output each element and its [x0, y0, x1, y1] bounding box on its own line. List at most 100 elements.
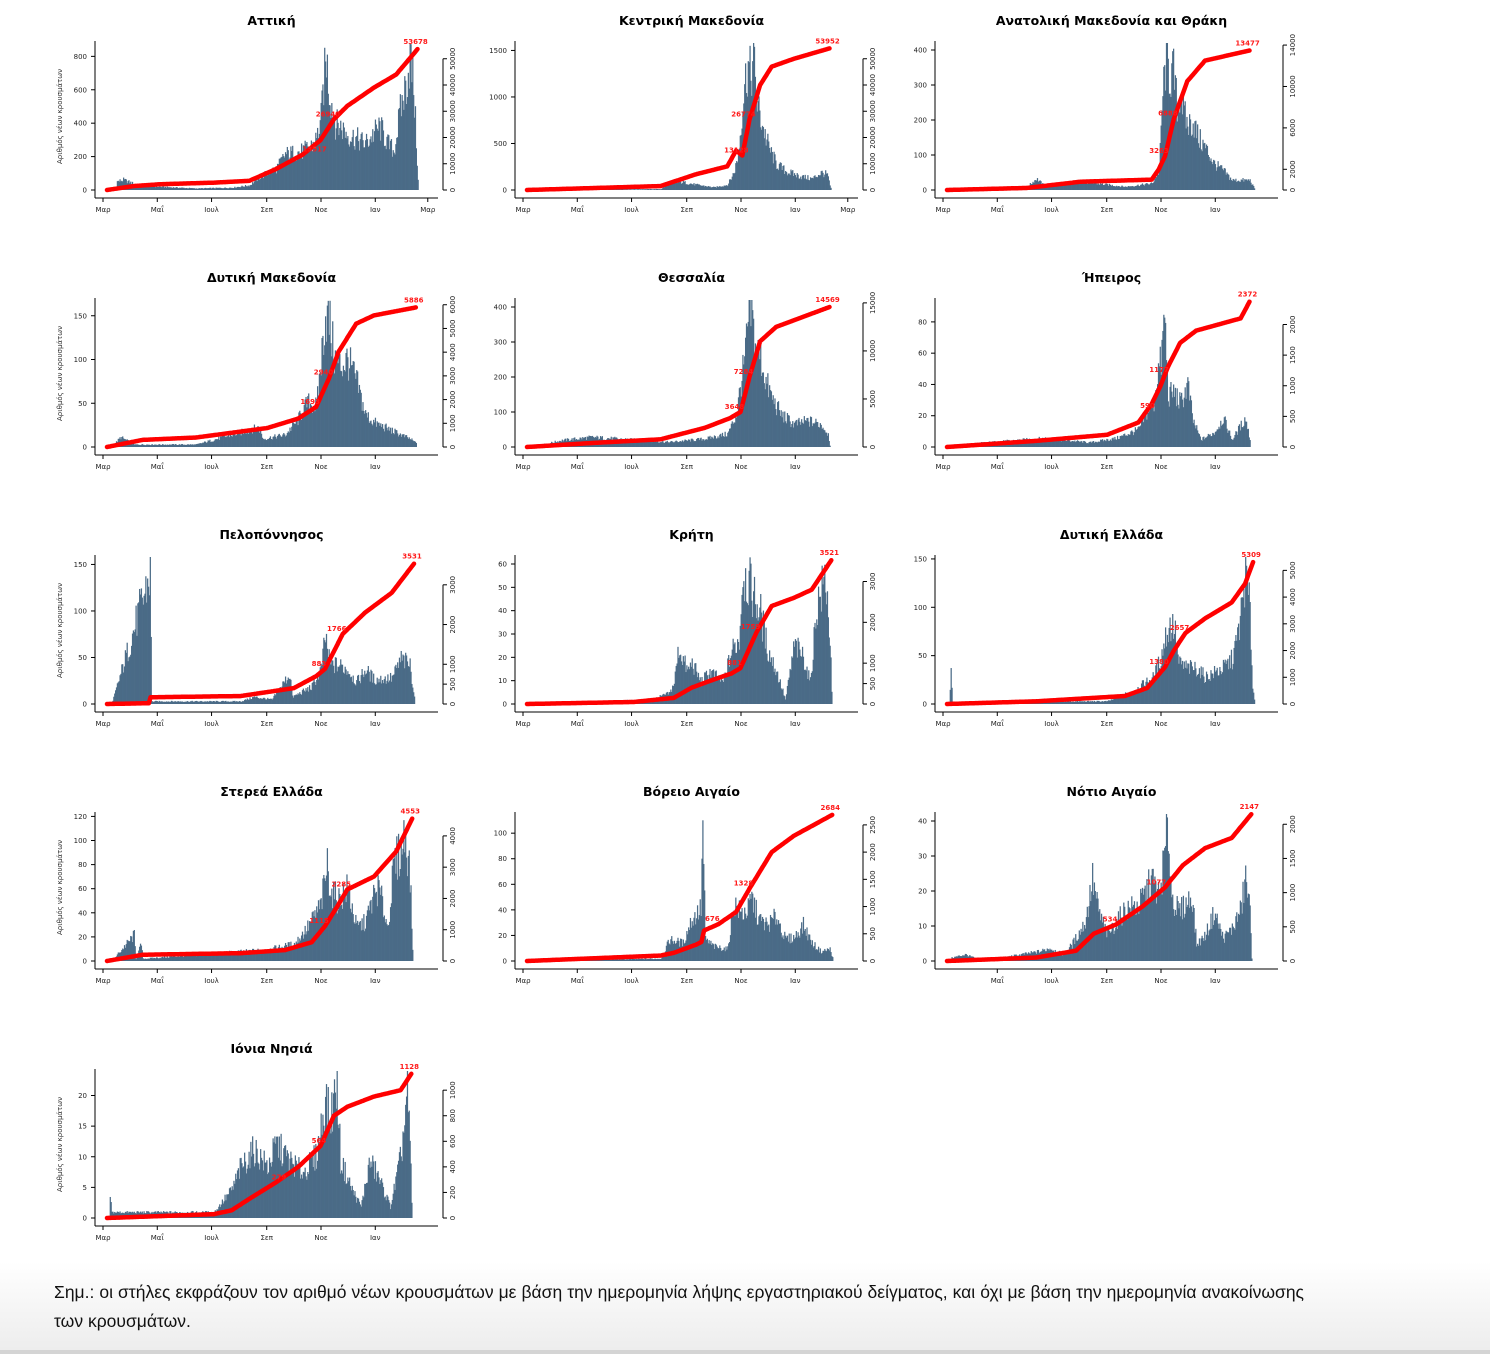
left-tick-label: 100: [494, 409, 507, 417]
bar: [147, 185, 149, 190]
bar: [810, 178, 813, 190]
bar: [597, 959, 599, 961]
bar: [650, 958, 652, 961]
bar: [365, 1183, 368, 1218]
bar: [307, 687, 309, 704]
bar: [618, 959, 620, 961]
bar: [793, 173, 796, 190]
bar: [629, 958, 631, 961]
bar: [262, 1170, 264, 1218]
bar: [646, 189, 648, 190]
bar: [717, 948, 719, 961]
bar: [1139, 909, 1141, 961]
bar: [737, 917, 740, 961]
bar: [621, 958, 623, 961]
bar: [1115, 697, 1117, 704]
bar: [1127, 694, 1129, 704]
bar: [401, 854, 403, 961]
bar: [753, 897, 756, 961]
bar: [1085, 701, 1088, 704]
bar: [365, 674, 367, 704]
bar: [397, 137, 399, 190]
bar: [244, 699, 246, 704]
bar: [224, 701, 226, 704]
bar: [1106, 701, 1108, 704]
bar: [1182, 668, 1185, 704]
cumulative-annotation: 5309: [1241, 551, 1261, 559]
bar: [608, 959, 611, 961]
bar: [1216, 429, 1218, 447]
bar: [1151, 407, 1153, 447]
bar: [391, 865, 393, 961]
bar: [152, 186, 154, 190]
bar: [349, 368, 351, 447]
bar: [265, 439, 267, 447]
chart-title: Ανατολική Μακεδονία και Θράκη: [996, 13, 1227, 28]
bar: [334, 1092, 337, 1218]
bar: [964, 953, 967, 961]
bar: [271, 699, 273, 704]
bar: [1224, 168, 1226, 190]
bar: [172, 701, 175, 704]
bar: [1164, 648, 1166, 704]
bar: [599, 959, 602, 961]
left-tick-label: 150: [74, 561, 87, 569]
bar: [299, 1162, 301, 1218]
bar: [1065, 701, 1067, 704]
bar: [248, 430, 250, 447]
bar: [170, 187, 172, 190]
cumulative-annotation: 1759: [741, 623, 761, 631]
y-axis-label: Αριθμός νέων κρουσμάτων: [56, 583, 64, 678]
bar: [1243, 588, 1245, 704]
bar: [775, 675, 777, 704]
bar: [1121, 435, 1123, 447]
bar: [198, 701, 200, 704]
bar: [1200, 666, 1202, 704]
bar: [727, 946, 729, 961]
bar: [209, 952, 211, 961]
right-tick-label: 10000: [869, 340, 877, 362]
bar: [288, 160, 290, 190]
bar: [811, 671, 813, 704]
bar: [194, 701, 196, 704]
bar: [803, 416, 805, 447]
bar: [1081, 182, 1083, 190]
bar: [171, 956, 173, 961]
bar: [816, 421, 818, 447]
bar: [723, 436, 725, 447]
bar: [359, 139, 361, 190]
bar: [735, 417, 737, 447]
x-tick-label: Νοε: [314, 463, 328, 471]
bar: [311, 412, 313, 447]
bar: [761, 129, 763, 190]
region-chart: Κρήτη 881 1759 3521 0 10 20 30 40 50 60 0 500 1000 200…: [470, 524, 900, 774]
bar: [126, 939, 128, 961]
bar: [797, 419, 799, 447]
bar: [193, 188, 195, 190]
bar: [702, 439, 704, 447]
bar: [370, 1161, 372, 1218]
bar: [353, 146, 355, 190]
bar: [731, 421, 733, 447]
bar: [1248, 180, 1250, 190]
bar: [1134, 186, 1136, 190]
bar: [243, 1166, 245, 1218]
bar: [761, 641, 764, 704]
bar: [330, 664, 332, 704]
bar: [1043, 439, 1046, 447]
bar: [207, 953, 209, 961]
bar: [276, 950, 279, 961]
bar: [1078, 183, 1080, 190]
y-axis-label: Αριθμός νέων κρουσμάτων: [56, 69, 64, 164]
bar: [1105, 700, 1107, 704]
bar: [1076, 441, 1078, 447]
bar: [170, 701, 172, 704]
bar: [701, 676, 703, 704]
bar: [720, 436, 723, 447]
bar: [203, 701, 206, 704]
region-chart: Κεντρική Μακεδονία 13128 26774 53952 0 500 100…: [470, 10, 900, 260]
bar: [398, 876, 401, 961]
bar: [750, 898, 752, 961]
cumulative-line: [104, 305, 419, 450]
bar: [1099, 909, 1101, 961]
